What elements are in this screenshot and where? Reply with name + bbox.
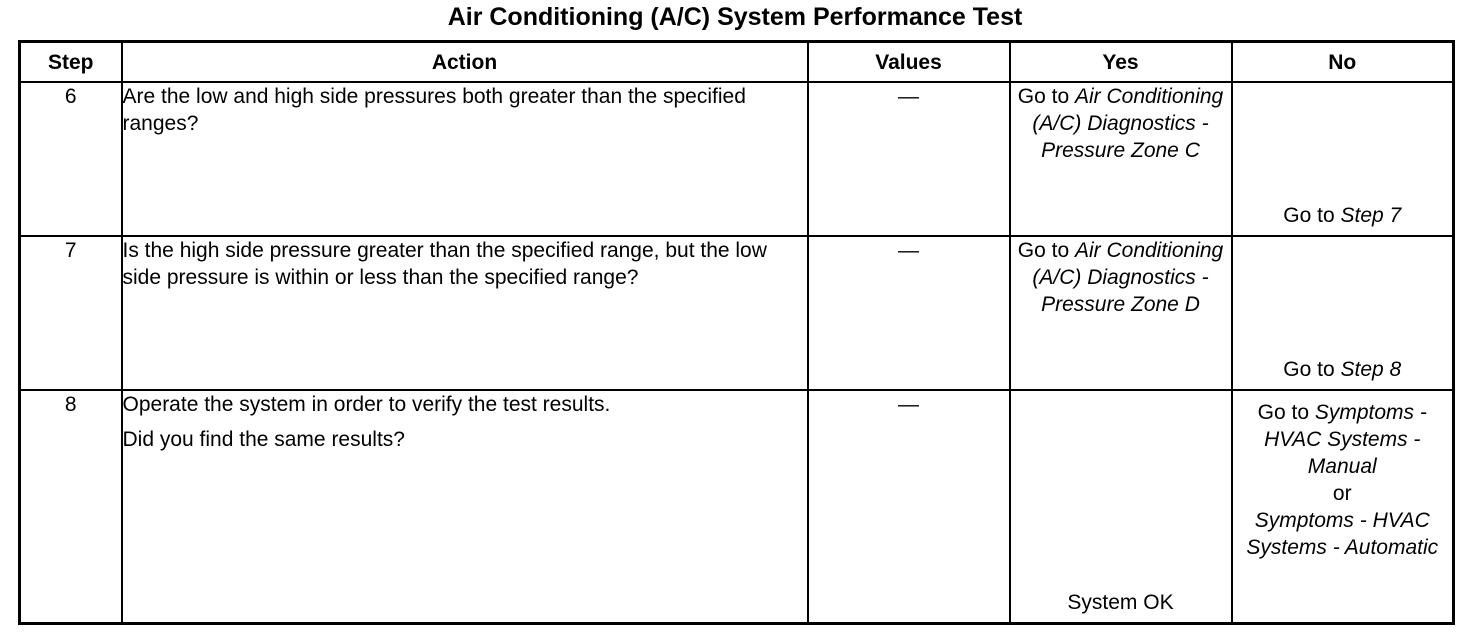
yes-cell: Go to Air Conditioning (A/C) Diagnostics… — [1008, 235, 1233, 391]
no-link[interactable]: Step 7 — [1340, 204, 1402, 227]
header-yes: Yes — [1008, 40, 1233, 83]
values-cell: — — [806, 235, 1011, 391]
table-row: 7 Is the high side pressure greater than… — [18, 235, 1455, 391]
no-cell: Go to Step 7 — [1230, 81, 1455, 237]
yes-prefix: Go to — [1017, 85, 1075, 108]
no-cell: Go to Symptoms - HVAC Systems - Manual o… — [1230, 389, 1455, 625]
action-text: Are the low and high side pressures both… — [122, 85, 746, 135]
table-row: 6 Are the low and high side pressures bo… — [18, 81, 1455, 237]
action-question: Did you find the same results? — [122, 428, 405, 451]
no-link[interactable]: Step 8 — [1340, 358, 1402, 381]
no-cell: Go to Step 8 — [1230, 235, 1455, 391]
values-cell: — — [806, 389, 1011, 625]
no-prefix: Go to — [1283, 204, 1341, 227]
no-or: or — [1332, 482, 1352, 505]
action-cell: Is the high side pressure greater than t… — [120, 235, 809, 391]
no-link-manual[interactable]: Symptoms - HVAC Systems - Manual — [1264, 401, 1427, 478]
action-cell: Are the low and high side pressures both… — [120, 81, 809, 237]
no-prefix: Go to — [1283, 358, 1341, 381]
page-title: Air Conditioning (A/C) System Performanc… — [447, 3, 1023, 31]
yes-prefix: Go to — [1017, 239, 1075, 262]
header-step: Step — [18, 40, 123, 83]
header-no: No — [1230, 40, 1455, 83]
no-prefix: Go to — [1257, 401, 1315, 424]
action-text: Is the high side pressure greater than t… — [122, 239, 767, 289]
values-cell: — — [806, 81, 1011, 237]
yes-cell: Go to Air Conditioning (A/C) Diagnostics… — [1008, 81, 1233, 237]
action-cell: Operate the system in order to verify th… — [120, 389, 809, 625]
yes-link[interactable]: Air Conditioning (A/C) Diagnostics - Pre… — [1032, 85, 1224, 162]
step-number: 6 — [18, 81, 123, 237]
yes-result: System OK — [1067, 591, 1174, 614]
action-text: Operate the system in order to verify th… — [122, 393, 611, 416]
diagnostic-table: Step Action Values Yes No 6 Are the low … — [18, 40, 1455, 625]
header-row: Step Action Values Yes No — [18, 40, 1455, 83]
yes-link[interactable]: Air Conditioning (A/C) Diagnostics - Pre… — [1032, 239, 1224, 316]
no-link-automatic[interactable]: Symptoms - HVAC Systems - Automatic — [1246, 509, 1439, 559]
header-action: Action — [120, 40, 809, 83]
step-number: 7 — [18, 235, 123, 391]
header-values: Values — [806, 40, 1011, 83]
step-number: 8 — [18, 389, 123, 625]
yes-cell: System OK — [1008, 389, 1233, 625]
table-row: 8 Operate the system in order to verify … — [18, 389, 1455, 625]
